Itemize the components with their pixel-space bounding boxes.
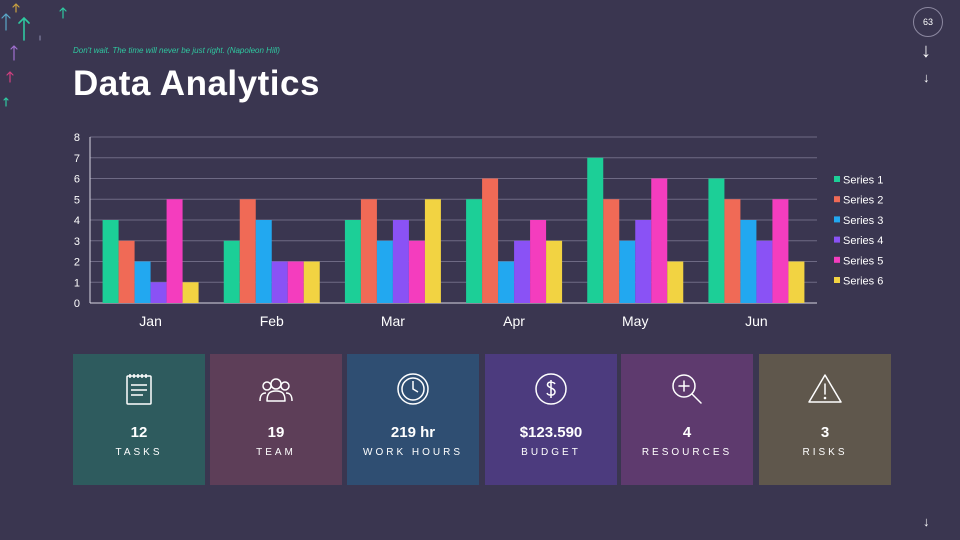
bar xyxy=(239,199,256,303)
card-label: RESOURCES xyxy=(641,447,733,458)
x-tick-label: Feb xyxy=(260,313,284,329)
bar xyxy=(424,199,441,303)
bar xyxy=(651,178,668,303)
card-resources: 4 RESOURCES xyxy=(621,354,753,485)
card-label: TEAM xyxy=(256,447,296,458)
bar xyxy=(150,282,167,303)
card-value: 4 xyxy=(682,424,692,441)
card-team: 19 TEAM xyxy=(210,354,342,485)
y-tick-label: 3 xyxy=(74,236,80,248)
bar xyxy=(118,240,135,303)
legend-label: Series 3 xyxy=(843,215,883,227)
x-tick-label: Apr xyxy=(503,313,525,329)
card-work-hours: 219 hr WORK HOURS xyxy=(347,354,479,485)
legend-swatch xyxy=(834,236,840,243)
bar xyxy=(619,240,636,303)
bar xyxy=(392,220,409,303)
y-tick-label: 8 xyxy=(74,132,80,144)
legend-swatch xyxy=(834,176,840,182)
page-number: 63 xyxy=(913,7,943,37)
bar xyxy=(255,220,272,303)
bar xyxy=(134,261,151,303)
y-tick-label: 0 xyxy=(74,298,80,310)
x-tick-label: Jun xyxy=(745,313,768,329)
legend-swatch xyxy=(834,277,840,283)
clock-icon xyxy=(397,373,429,405)
bar xyxy=(587,157,604,303)
card-risks: 3 RISKS xyxy=(759,354,891,485)
zoom-in-icon xyxy=(672,374,702,404)
bar xyxy=(788,261,805,303)
bar xyxy=(708,178,725,303)
card-value: $123.590 xyxy=(519,424,583,441)
bar xyxy=(740,220,757,303)
legend-label: Series 6 xyxy=(843,276,883,288)
quote-text: Don't wait. The time will never be just … xyxy=(73,46,280,55)
bar xyxy=(498,261,515,303)
card-value: 19 xyxy=(267,424,285,441)
card-value: 3 xyxy=(820,424,830,441)
bar xyxy=(724,199,741,303)
bar xyxy=(635,220,652,303)
notepad-icon xyxy=(126,374,152,405)
bar xyxy=(667,261,684,303)
card-tasks: 12 TASKS xyxy=(73,354,205,485)
arrow-down-icon[interactable]: ↓ xyxy=(921,40,931,62)
bar xyxy=(514,240,531,303)
kpi-cards: 12 TASKS 19 TEAM 219 hr WORK HOURS xyxy=(73,354,891,485)
bar xyxy=(344,220,361,303)
card-label: TASKS xyxy=(115,447,163,458)
bar xyxy=(772,199,789,303)
card-label: WORK HOURS xyxy=(363,447,463,458)
y-tick-label: 1 xyxy=(74,277,80,289)
y-tick-label: 2 xyxy=(74,257,80,269)
x-tick-label: Mar xyxy=(381,313,405,329)
arrow-down-bottom-icon[interactable]: ↓ xyxy=(923,514,930,529)
bar xyxy=(166,199,183,303)
legend-swatch xyxy=(834,256,840,263)
warning-icon xyxy=(808,374,842,403)
bar xyxy=(546,240,563,303)
card-value: 12 xyxy=(130,424,148,441)
bar xyxy=(287,261,304,303)
arrow-down-small-icon[interactable]: ↓ xyxy=(923,70,930,85)
dollar-icon xyxy=(535,373,567,405)
card-budget: $123.590 BUDGET xyxy=(485,354,617,485)
x-tick-label: Jan xyxy=(139,313,162,329)
y-tick-label: 6 xyxy=(74,174,80,186)
legend-label: Series 2 xyxy=(843,195,883,207)
bar xyxy=(466,199,483,303)
x-tick-label: May xyxy=(622,313,648,329)
legend-swatch xyxy=(834,196,840,203)
legend-label: Series 4 xyxy=(843,235,883,247)
bar xyxy=(376,240,393,303)
card-label: BUDGET xyxy=(521,447,581,458)
legend-label: Series 1 xyxy=(843,175,883,187)
bar xyxy=(408,240,425,303)
bar xyxy=(756,240,773,303)
bar xyxy=(303,261,320,303)
bar xyxy=(603,199,620,303)
bar xyxy=(182,282,199,303)
decorative-arrows xyxy=(1,3,67,107)
y-tick-label: 5 xyxy=(74,194,80,206)
bar xyxy=(223,240,240,303)
team-icon xyxy=(259,378,293,402)
bar-chart: 0 1 2 3 4 5 6 7 8 Jan Feb Mar Apr May Jun Series 1 Serie… xyxy=(74,132,883,329)
y-tick-label: 7 xyxy=(74,153,80,165)
card-label: RISKS xyxy=(802,447,848,458)
bar xyxy=(271,261,288,303)
bar xyxy=(102,220,119,303)
y-tick-label: 4 xyxy=(74,215,80,227)
legend-label: Series 5 xyxy=(843,255,883,267)
legend-swatch xyxy=(834,216,840,223)
bar xyxy=(482,178,499,303)
bar xyxy=(360,199,377,303)
card-value: 219 hr xyxy=(390,424,436,441)
bar xyxy=(530,220,547,303)
page-title: Data Analytics xyxy=(73,64,320,103)
